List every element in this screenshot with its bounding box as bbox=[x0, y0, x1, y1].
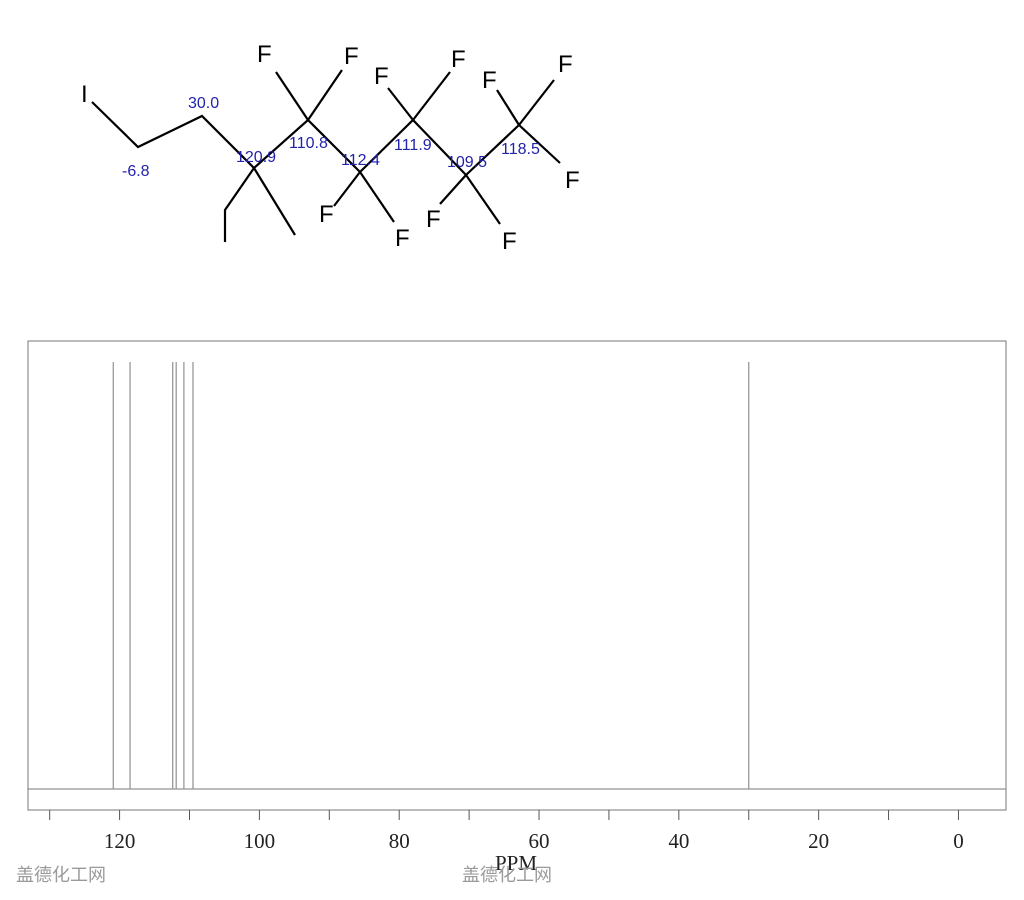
bond bbox=[223, 167, 255, 242]
atom-labels: I F F F F F F F F F F F bbox=[81, 41, 580, 255]
shift-label: 118.5 bbox=[501, 141, 540, 158]
bond bbox=[496, 89, 520, 126]
shift-labels: -6.8 30.0 120.9 110.8 112.4 111.9 109.5 … bbox=[122, 95, 540, 180]
atom: I bbox=[81, 81, 88, 108]
bond bbox=[518, 79, 555, 126]
bond bbox=[439, 174, 467, 205]
watermark: 盖德化工网 bbox=[462, 865, 552, 886]
x-axis-label: PPM bbox=[495, 851, 537, 875]
shift-label: 109.5 bbox=[447, 154, 487, 171]
x-tick-label: 120 bbox=[104, 829, 136, 853]
atom: F bbox=[502, 228, 517, 255]
x-tick-label: 40 bbox=[668, 829, 689, 853]
bond bbox=[275, 71, 309, 121]
shift-label: 112.4 bbox=[341, 152, 380, 169]
shift-label: 111.9 bbox=[394, 137, 432, 154]
shift-label: 120.9 bbox=[236, 149, 276, 166]
shift-label: 30.0 bbox=[188, 95, 219, 112]
atom: F bbox=[344, 43, 359, 70]
x-tick-label: 0 bbox=[953, 829, 964, 853]
atom: F bbox=[558, 51, 573, 78]
spectrum: 120 100 80 60 40 20 0 bbox=[27, 340, 1007, 853]
atom: F bbox=[374, 63, 389, 90]
bond bbox=[465, 174, 501, 225]
x-tick-label: 80 bbox=[389, 829, 410, 853]
bond bbox=[253, 167, 296, 236]
watermark: 盖德化工网 bbox=[16, 865, 106, 886]
bond bbox=[387, 87, 414, 121]
x-tick-label: 100 bbox=[244, 829, 276, 853]
atom: F bbox=[451, 46, 466, 73]
atom: F bbox=[319, 201, 334, 228]
bond bbox=[359, 171, 395, 223]
bond bbox=[518, 124, 561, 164]
bond bbox=[307, 69, 343, 121]
x-tick-label: 20 bbox=[808, 829, 829, 853]
shift-label: 110.8 bbox=[289, 135, 328, 152]
atom: F bbox=[395, 225, 410, 252]
plot-frame bbox=[27, 340, 1007, 811]
molecule bbox=[91, 69, 561, 242]
bond bbox=[412, 71, 451, 121]
atom: F bbox=[426, 206, 441, 233]
atom: F bbox=[482, 67, 497, 94]
bond bbox=[333, 171, 361, 207]
shift-label: -6.8 bbox=[122, 163, 150, 180]
atom: F bbox=[565, 167, 580, 194]
atom: F bbox=[257, 41, 272, 68]
x-tick-label: 60 bbox=[529, 829, 550, 853]
